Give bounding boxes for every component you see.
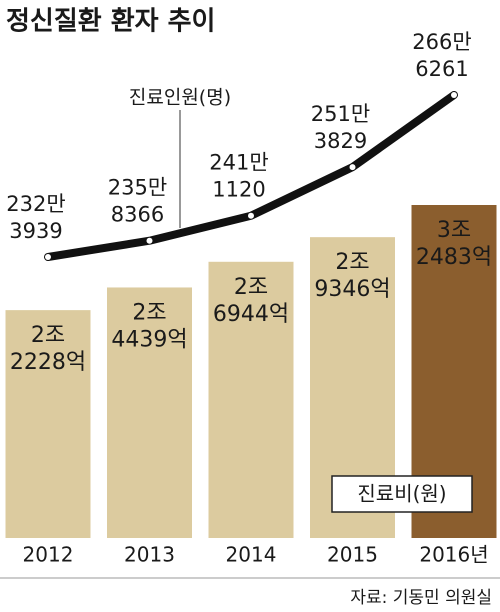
x-tick-label: 2015 <box>327 543 378 567</box>
line-value-label: 6261 <box>415 57 468 81</box>
bar-value-label: 2조 <box>335 250 369 275</box>
bar-value-label: 3조 <box>437 218 471 243</box>
line-value-label: 241만 <box>209 151 268 175</box>
legend-label: 진료비(원) <box>357 482 446 506</box>
line-marker <box>349 164 356 171</box>
line-value-label: 8366 <box>111 203 164 227</box>
source: 자료: 기동민 의원실 <box>350 588 492 608</box>
bar-value-label: 2조 <box>31 323 65 348</box>
line-value-label: 251만 <box>311 102 370 126</box>
line-marker <box>45 254 51 260</box>
line-value-label: 3939 <box>9 219 62 243</box>
x-tick-label: 2014 <box>226 543 277 567</box>
legend-box <box>331 475 473 513</box>
line-value-label: 3829 <box>314 129 367 153</box>
line-value-label: 235만 <box>108 176 167 200</box>
line-value-label: 266만 <box>412 30 471 54</box>
line-marker <box>248 212 254 219</box>
bar-value-label: 9346억 <box>314 277 390 302</box>
bar-value-label: 2조 <box>234 275 268 300</box>
bar-value-label: 2483억 <box>416 245 492 270</box>
bar-value-label: 2조 <box>132 300 166 325</box>
annotation: 진료인원(명) <box>129 87 231 109</box>
x-tick-label: 2016년 <box>419 543 488 567</box>
line-value-label: 232만 <box>6 192 65 216</box>
x-tick-label: 2012 <box>23 543 74 567</box>
bar <box>208 261 294 538</box>
bar-value-label: 4439억 <box>111 327 187 352</box>
line-marker <box>146 237 153 244</box>
bar <box>107 287 192 538</box>
bar-value-label: 6944억 <box>213 302 289 327</box>
chart-title: 정신질환 환자 추이 <box>6 7 215 37</box>
bar-value-label: 2228억 <box>10 350 86 375</box>
line-value-label: 1120 <box>212 178 265 202</box>
bar <box>5 310 91 538</box>
line-marker <box>451 92 457 98</box>
x-tick-label: 2013 <box>124 543 175 567</box>
